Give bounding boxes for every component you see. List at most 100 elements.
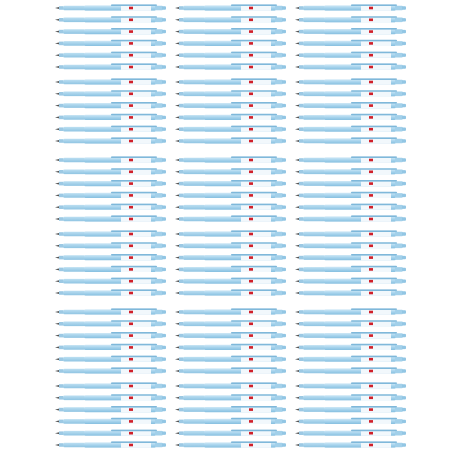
pen-cap	[395, 169, 403, 175]
pen-band	[361, 114, 391, 120]
pen	[175, 156, 286, 163]
pen-tip	[175, 18, 180, 21]
pen-grip	[183, 17, 205, 23]
pen-tip	[295, 139, 300, 143]
pen-clip	[231, 308, 277, 310]
pen-clip	[111, 429, 157, 432]
pen-grip	[303, 368, 325, 374]
pen-grip	[63, 383, 85, 389]
pen-tip	[55, 139, 60, 143]
pen-band	[241, 333, 271, 339]
pen-clip	[111, 215, 157, 217]
pen-tip	[175, 217, 180, 221]
pen-band	[241, 344, 271, 350]
pen-cone	[299, 18, 303, 22]
pen-clip	[231, 90, 277, 92]
pen-clip	[351, 289, 397, 291]
pen-grip	[63, 126, 85, 132]
pen-clicker	[402, 217, 406, 221]
pen-grip	[183, 356, 205, 362]
pen-clip	[231, 156, 277, 158]
pen-grip	[63, 79, 85, 85]
pen-grip	[303, 91, 325, 97]
pen-grip	[63, 345, 85, 350]
pen-clicker	[162, 255, 166, 260]
pen-cap	[155, 321, 163, 327]
pen-band	[241, 290, 271, 296]
pen	[175, 277, 286, 284]
pen-logo	[369, 322, 373, 326]
pen-band	[121, 321, 151, 327]
pen-clicker	[282, 431, 286, 435]
pen	[175, 191, 286, 198]
pen-grip	[63, 91, 85, 97]
pen-clip	[111, 4, 157, 6]
pen-cone	[179, 345, 183, 350]
pen-band	[361, 333, 391, 339]
pen-grip	[63, 5, 85, 11]
pen-clicker	[162, 217, 166, 221]
pen-grip	[183, 115, 205, 120]
pen	[175, 137, 286, 144]
pen-cap	[275, 126, 283, 132]
pen-clicker	[162, 80, 166, 84]
pen-grip	[183, 41, 205, 46]
pen-cap	[155, 103, 163, 108]
pen-clip	[231, 382, 277, 384]
pen-cone	[59, 18, 63, 22]
pen-tip	[55, 322, 60, 325]
pen-tip	[55, 334, 60, 337]
pen-logo	[129, 116, 133, 119]
pen-tip	[295, 358, 300, 361]
pen	[295, 78, 406, 85]
pen-cap	[155, 309, 163, 315]
pen-band	[121, 430, 151, 436]
pen-band	[121, 383, 151, 389]
pen-cone	[179, 170, 183, 174]
pen-grip	[63, 193, 85, 198]
pen	[295, 382, 406, 389]
pen-tip	[55, 65, 60, 69]
pen-grip	[303, 64, 325, 70]
pen-tip	[295, 396, 300, 399]
pen-clip	[351, 215, 397, 217]
pen-clip	[231, 355, 277, 358]
pen-logo	[369, 65, 373, 69]
pen-clicker	[282, 29, 286, 34]
pen-grip	[303, 407, 325, 412]
pen-cone	[179, 267, 183, 272]
pen-clip	[351, 16, 397, 18]
pen-cap	[275, 442, 283, 448]
pen	[55, 367, 166, 374]
pen	[175, 28, 286, 35]
pen-cone	[59, 322, 63, 326]
pen-cap	[275, 255, 283, 260]
pen-band	[121, 114, 151, 120]
pen-logo	[249, 244, 253, 248]
pen-tip	[175, 369, 180, 373]
pen-clicker	[402, 205, 406, 209]
pen-clip	[351, 308, 397, 310]
pen-cone	[59, 333, 63, 338]
pen-logo	[129, 431, 133, 435]
pen	[55, 242, 166, 249]
pen-band	[121, 181, 151, 187]
pen	[55, 277, 166, 284]
pen-cap	[275, 267, 283, 272]
pen-band	[241, 321, 271, 327]
pen-clicker	[402, 29, 406, 34]
pen-cap	[155, 368, 163, 374]
pen-clicker	[162, 92, 166, 96]
pen	[175, 90, 286, 97]
pen	[295, 16, 406, 23]
pen-logo	[249, 408, 253, 411]
pen-tip	[55, 443, 60, 447]
pen	[175, 78, 286, 85]
pen-logo	[369, 420, 373, 423]
pen-clip	[111, 320, 157, 322]
pen-cap	[155, 290, 163, 296]
pen-clip	[111, 203, 157, 206]
pen-tip	[55, 54, 60, 57]
pen-cone	[299, 384, 303, 388]
pen-logo	[249, 205, 253, 209]
